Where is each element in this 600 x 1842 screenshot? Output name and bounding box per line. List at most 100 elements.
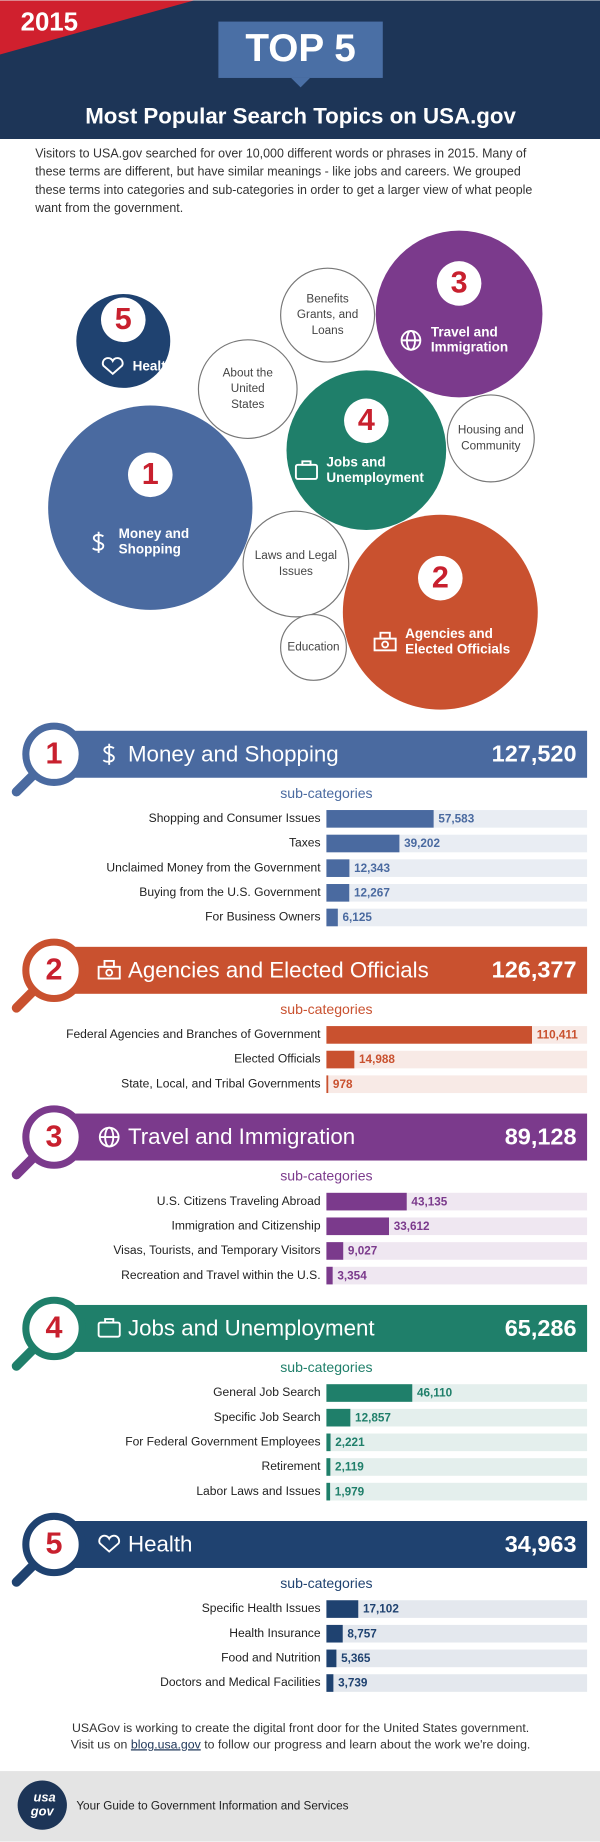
rank-number: 5 — [115, 302, 132, 336]
bar — [326, 1050, 355, 1069]
value-label: 33,612 — [394, 1220, 430, 1233]
value-label: 2,119 — [335, 1461, 364, 1474]
value-label: 1,979 — [335, 1485, 365, 1498]
value-label: 46,110 — [417, 1387, 453, 1400]
bar-track — [326, 1674, 588, 1692]
bar-track — [326, 884, 588, 902]
value-label: 12,343 — [354, 862, 390, 875]
section-subtitle: sub-categories — [280, 1001, 372, 1017]
bubble-label: States — [231, 398, 264, 411]
year-ribbon — [0, 0, 194, 55]
value-label: 12,857 — [355, 1411, 391, 1424]
bar — [326, 908, 338, 927]
value-label: 2,221 — [335, 1436, 365, 1449]
section-band — [52, 1113, 588, 1161]
subcategory-label: Specific Job Search — [214, 1410, 321, 1424]
badge-pointer — [291, 77, 310, 88]
value-label: 3,739 — [338, 1677, 368, 1690]
subcategory-label: Food and Nutrition — [221, 1651, 320, 1665]
bar-track — [326, 859, 588, 877]
bar — [326, 1075, 329, 1094]
bubble-label: Issues — [279, 565, 313, 578]
bar — [326, 1674, 334, 1692]
minor-bubble — [280, 267, 376, 363]
section-rank: 1 — [46, 737, 63, 771]
section-rank: 4 — [46, 1311, 63, 1345]
bubble-label: Immigration — [431, 340, 508, 355]
rank-circle — [127, 452, 173, 498]
building-icon — [103, 959, 115, 968]
bubble-label: United — [231, 382, 265, 395]
section-title: Health — [128, 1532, 192, 1557]
section-title: Money and Shopping — [128, 741, 339, 766]
bubble-label: Health — [133, 358, 174, 373]
subcategory-label: Shopping and Consumer Issues — [149, 811, 321, 825]
topic-bubble — [342, 514, 538, 710]
bar-track — [326, 1266, 588, 1285]
subcategory-label: Recreation and Travel within the U.S. — [121, 1268, 320, 1282]
bar — [326, 1649, 337, 1668]
section-subtitle: sub-categories — [280, 1168, 372, 1184]
subcategory-label: General Job Search — [213, 1385, 320, 1399]
value-label: 6,125 — [343, 911, 373, 924]
building-icon — [379, 631, 391, 640]
bubble-label: Jobs and — [326, 455, 385, 470]
subcategory-label: Visas, Tourists, and Temporary Visitors — [113, 1243, 320, 1257]
bubble-label: Education — [287, 641, 339, 654]
magnifier — [22, 722, 86, 786]
subcategory-label: U.S. Citizens Traveling Abroad — [157, 1194, 321, 1208]
rank-circle — [436, 261, 482, 306]
footer-text: to follow our progress and learn about t… — [204, 1738, 530, 1752]
bubble-label: Agencies and — [405, 626, 493, 641]
bar-track — [326, 1624, 588, 1643]
year: 2015 — [21, 9, 78, 37]
badge-box — [218, 21, 383, 78]
bar — [326, 1408, 351, 1427]
value-label: 17,102 — [363, 1603, 399, 1616]
dollar-icon — [92, 531, 105, 553]
rank-number: 3 — [451, 266, 468, 300]
bar — [326, 859, 350, 877]
bubble-label: Money and — [119, 526, 190, 541]
section-band — [52, 946, 588, 994]
bar-track — [326, 1458, 588, 1476]
section-rank: 3 — [46, 1119, 63, 1153]
topic-bubble — [286, 370, 447, 531]
minor-bubble — [446, 394, 535, 483]
value-label: 57,583 — [438, 813, 474, 826]
subcategory-label: State, Local, and Tribal Governments — [121, 1076, 320, 1090]
main-title: Most Popular Search Topics on USA.gov — [85, 104, 516, 129]
value-label: 39,202 — [404, 837, 440, 850]
footer-line: USAGov is working to create the digital … — [72, 1721, 529, 1735]
section-subtitle: sub-categories — [280, 785, 372, 801]
footer-band — [0, 1771, 600, 1842]
briefcase-icon — [301, 460, 312, 466]
bar — [326, 1026, 532, 1044]
bar-track — [326, 1433, 588, 1452]
bubble-label: Community — [461, 439, 520, 452]
subcategory-label: For Federal Government Employees — [125, 1435, 320, 1449]
magnifier — [22, 1105, 86, 1169]
subcategory-label: Immigration and Citizenship — [172, 1218, 321, 1232]
subcategory-label: Taxes — [289, 836, 321, 850]
bar-track — [326, 1217, 588, 1236]
rank-number: 1 — [142, 457, 159, 491]
bar-track — [326, 1075, 588, 1094]
section-band — [52, 1304, 588, 1352]
bubble-label: Housing and — [458, 424, 524, 437]
bar-track — [326, 1242, 588, 1260]
footer-text: Visit us on — [71, 1738, 128, 1752]
subcategory-label: Labor Laws and Issues — [196, 1484, 320, 1498]
subcategory-label: Federal Agencies and Branches of Governm… — [66, 1027, 321, 1041]
value-label: 5,365 — [341, 1652, 371, 1665]
tagline: Your Guide to Government Information and… — [76, 1799, 348, 1812]
value-label: 9,027 — [348, 1245, 378, 1258]
topic-bubble — [48, 405, 253, 610]
bar — [326, 1266, 333, 1285]
value-label: 14,988 — [359, 1053, 395, 1066]
building-icon — [105, 968, 114, 977]
section-total: 127,520 — [492, 741, 577, 767]
subcategory-label: Specific Health Issues — [202, 1601, 321, 1615]
bar — [326, 1242, 344, 1260]
